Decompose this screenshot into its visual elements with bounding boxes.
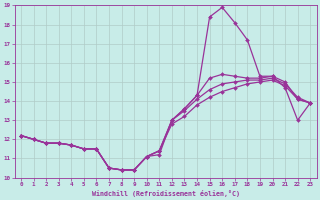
X-axis label: Windchill (Refroidissement éolien,°C): Windchill (Refroidissement éolien,°C) — [92, 190, 240, 197]
